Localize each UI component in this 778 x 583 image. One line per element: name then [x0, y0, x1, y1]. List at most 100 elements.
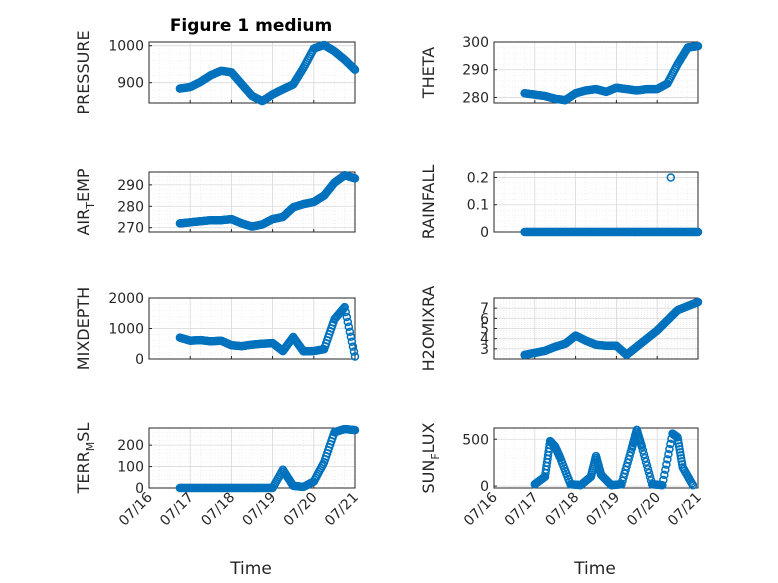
data-point [693, 297, 703, 307]
axes-box [493, 41, 699, 104]
outlier-point [666, 173, 676, 182]
axes-box [493, 427, 699, 489]
data-point [663, 455, 672, 464]
data-point [347, 337, 357, 346]
y-tick-label: 280 [117, 199, 144, 215]
y-axis-label-part: EMP [74, 168, 93, 202]
x-axis-label-left: Time [229, 559, 272, 579]
data-point [348, 342, 358, 351]
data-point [664, 450, 673, 459]
series-markers [175, 302, 360, 361]
y-tick-label: 500 [462, 432, 489, 448]
axes-box [148, 171, 356, 233]
y-axis-label: THETA [419, 47, 438, 99]
series-markers [520, 297, 703, 360]
y-axis-label-part: TERR [74, 451, 93, 494]
subplot-air-temp: 270 280 290 AIRTEMP [74, 168, 360, 237]
y-tick-label: 0 [480, 225, 489, 241]
series-markers [175, 170, 360, 231]
data-point [350, 65, 360, 74]
series-markers [530, 425, 698, 490]
data-point [661, 465, 670, 474]
subplot-pressure: 900 1000 PRESSURE [74, 30, 360, 115]
data-point [638, 446, 648, 455]
data-point [344, 322, 354, 332]
data-point [349, 347, 359, 356]
series-markers [175, 424, 360, 493]
data-point [342, 312, 352, 322]
x-axis-label-right: Time [573, 559, 616, 579]
series-markers [175, 40, 360, 106]
data-point [341, 307, 350, 317]
data-point [346, 332, 356, 342]
figure-title: Figure 1 medium [170, 16, 332, 36]
data-point [637, 442, 647, 451]
y-axis-label-subscript: T [84, 202, 97, 210]
y-tick-label: 270 [117, 221, 144, 237]
y-tick-label: 300 [462, 35, 489, 51]
y-tick-label: 0.2 [467, 170, 489, 186]
y-tick-label: 1000 [108, 39, 144, 55]
data-point [641, 457, 651, 466]
data-point [350, 352, 360, 361]
data-point [662, 460, 671, 469]
y-tick-label: 900 [117, 76, 144, 92]
y-tick-label: 280 [462, 90, 489, 106]
y-tick-label: 0 [135, 352, 144, 368]
y-tick-label: 0 [135, 481, 144, 497]
y-axis-label: PRESSURE [74, 30, 93, 114]
minor-grid [493, 171, 699, 233]
data-point [643, 465, 653, 474]
minor-grid [148, 427, 356, 489]
data-point [349, 64, 359, 73]
data-point [666, 439, 675, 449]
y-tick-label: 200 [117, 438, 144, 454]
y-axis-label-part: SUN [419, 460, 438, 494]
y-tick-label: 0.1 [467, 198, 489, 214]
y-tick-label: 7 [480, 301, 489, 317]
data-point [660, 470, 669, 480]
series-markers [520, 41, 703, 105]
y-tick-label: 5 [480, 322, 489, 338]
y-tick-label: 4 [480, 332, 489, 348]
data-point [659, 475, 668, 485]
y-tick-label: 290 [462, 63, 489, 79]
y-axis-label-part: AIR [74, 209, 93, 236]
y-tick-label: 3 [480, 342, 489, 358]
subplot-rainfall: 0 0.1 0.2 RAINFALL [419, 165, 703, 241]
data-point [688, 480, 698, 490]
data-point [639, 450, 649, 459]
data-point [348, 63, 358, 72]
y-axis-label: H2OMIXRA [419, 286, 438, 372]
data-point [350, 425, 360, 435]
subplot-mixdepth: 0 1000 2000 MIXDEPTH [74, 287, 360, 370]
y-tick-label: 100 [117, 460, 144, 476]
y-axis-label: SUNFLUX [419, 422, 442, 493]
y-axis-label: MIXDEPTH [74, 287, 93, 370]
data-point [340, 302, 349, 312]
y-axis-label-subscript: M [84, 442, 97, 452]
y-tick-label: 6 [480, 311, 489, 327]
y-tick-label: 0 [480, 479, 489, 495]
y-tick-label: 1000 [108, 322, 144, 338]
y-tick-label: 2000 [108, 291, 144, 307]
data-point [658, 480, 667, 490]
y-axis-label: RAINFALL [419, 165, 438, 240]
data-point [350, 174, 360, 183]
subplot-theta: 280 290 300 THETA [419, 35, 703, 106]
data-point [640, 453, 650, 463]
data-point [642, 461, 652, 470]
y-axis-label: TERRMSL [74, 423, 97, 495]
series-markers [520, 173, 703, 237]
data-point [626, 447, 635, 457]
y-tick-label: 290 [117, 178, 144, 194]
y-axis-label-part: LUX [419, 422, 438, 453]
data-point [665, 444, 674, 454]
y-axis-label: AIRTEMP [74, 168, 97, 235]
data-point [345, 327, 355, 337]
y-axis-label-subscript: F [429, 453, 442, 459]
data-point [645, 472, 655, 481]
data-point [644, 468, 654, 478]
